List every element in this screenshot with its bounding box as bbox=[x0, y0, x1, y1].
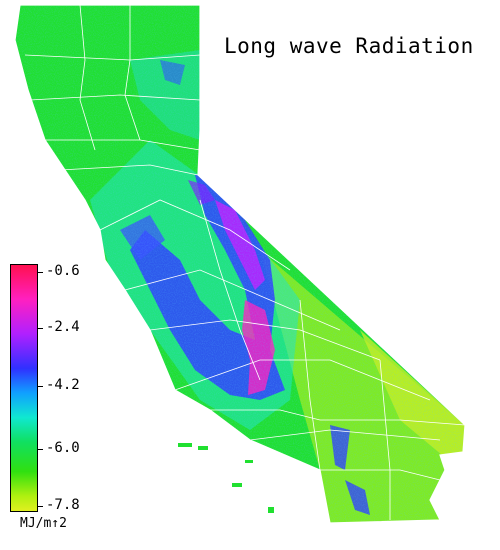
legend-tick bbox=[37, 272, 43, 273]
legend-tick bbox=[37, 328, 43, 329]
legend-tick-label: -4.2 bbox=[46, 377, 80, 393]
legend-tick-label: -2.4 bbox=[46, 319, 80, 335]
legend-tick bbox=[37, 506, 43, 507]
map-title: Long wave Radiation bbox=[224, 34, 474, 58]
legend-tick-label: -0.6 bbox=[46, 263, 80, 279]
legend-tick bbox=[37, 386, 43, 387]
legend-units: MJ/m↑2 bbox=[20, 516, 67, 531]
channel-islands bbox=[178, 443, 274, 513]
legend-tick bbox=[37, 449, 43, 450]
legend-tick-label: -6.0 bbox=[46, 440, 80, 456]
county-boundaries bbox=[14, 4, 466, 524]
color-legend-bar bbox=[10, 264, 38, 512]
legend-tick-label: -7.8 bbox=[46, 497, 80, 513]
